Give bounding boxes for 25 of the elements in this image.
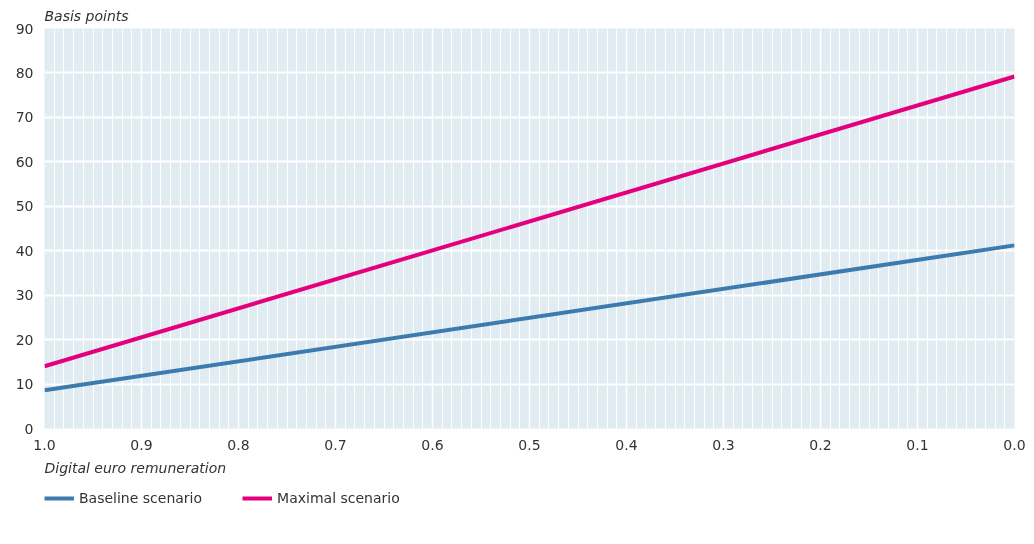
x-tick-label: 0.0 <box>1003 436 1026 453</box>
x-tick-label: 0.7 <box>324 436 347 453</box>
x-axis-title: Digital euro remuneration <box>44 459 227 476</box>
y-tick-label: 50 <box>15 198 34 215</box>
x-tick-label: 0.2 <box>809 436 832 453</box>
y-tick-label: 80 <box>15 64 34 81</box>
y-tick-label: 30 <box>15 287 34 304</box>
y-tick-label: 20 <box>15 331 34 348</box>
y-tick-label: 60 <box>15 153 34 170</box>
x-tick-label: 0.1 <box>906 436 929 453</box>
legend-label: Maximal scenario <box>277 490 400 506</box>
x-tick-label: 0.5 <box>518 436 541 453</box>
y-tick-label: 0 <box>24 420 34 437</box>
x-tick-label: 1.0 <box>33 436 56 453</box>
x-tick-label: 0.3 <box>712 436 735 453</box>
y-axis-title: Basis points <box>44 7 129 24</box>
x-tick-label: 0.4 <box>615 436 638 453</box>
y-tick-label: 90 <box>15 20 34 37</box>
y-tick-label: 70 <box>15 109 34 126</box>
y-tick-label: 40 <box>15 242 34 259</box>
y-tick-label: 10 <box>15 376 34 393</box>
x-tick-label: 0.6 <box>421 436 444 453</box>
legend-label: Baseline scenario <box>79 490 203 506</box>
x-tick-label: 0.9 <box>130 436 153 453</box>
x-tick-label: 0.8 <box>227 436 250 453</box>
